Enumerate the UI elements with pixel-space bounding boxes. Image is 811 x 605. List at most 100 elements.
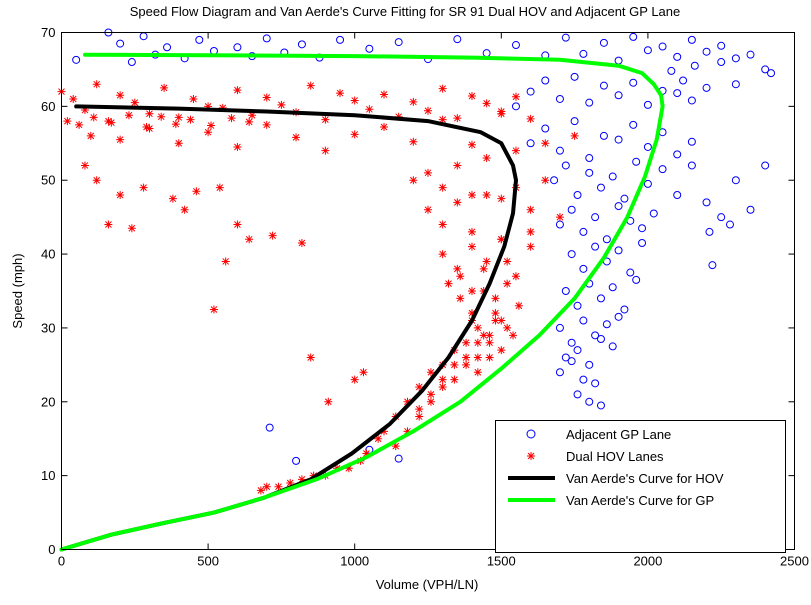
- data-point-dual-hov-lanes: [350, 375, 359, 384]
- data-point-dual-hov-lanes-glyph: [245, 117, 254, 126]
- data-point-dual-hov-lanes-glyph: [453, 264, 462, 273]
- data-point-adjacent-gp-lane: [705, 227, 714, 236]
- legend-label-dual-hov-lanes: Dual HOV Lanes: [566, 449, 664, 464]
- data-point-dual-hov-lanes-glyph: [509, 331, 518, 340]
- data-point-dual-hov-lanes-glyph: [69, 94, 78, 103]
- data-point-dual-hov-lanes-glyph: [160, 83, 169, 92]
- chart-legend: Adjacent GP Lane Dual HOV Lanes Van Aerde'…: [495, 420, 786, 553]
- data-point-adjacent-gp-lane: [667, 66, 676, 75]
- data-point-adjacent-gp-lane: [262, 34, 271, 43]
- data-point-adjacent-gp-lane: [629, 78, 638, 87]
- data-point-adjacent-gp-lane: [579, 316, 588, 325]
- data-point-dual-hov-lanes: [218, 103, 227, 112]
- data-point-dual-hov-lanes-glyph: [75, 120, 84, 129]
- data-point-dual-hov-lanes: [503, 257, 512, 266]
- data-point-dual-hov-lanes: [380, 90, 389, 99]
- legend-items: Adjacent GP Lane Dual HOV Lanes Van Aerde'…: [508, 427, 724, 508]
- data-point-adjacent-gp-lane: [614, 91, 623, 100]
- data-point-dual-hov-lanes-glyph: [207, 121, 216, 130]
- data-point-adjacent-gp-lane: [555, 94, 564, 103]
- data-point-dual-hov-lanes-glyph: [262, 120, 271, 129]
- data-point-adjacent-gp-lane: [591, 379, 600, 388]
- data-point-dual-hov-lanes: [336, 89, 345, 98]
- data-point-adjacent-gp-lane: [614, 202, 623, 211]
- data-point-adjacent-gp-lane: [453, 35, 462, 44]
- data-point-adjacent-gp-lane: [731, 176, 740, 185]
- data-point-dual-hov-lanes: [245, 235, 254, 244]
- data-point-dual-hov-lanes: [139, 183, 148, 192]
- data-point-dual-hov-lanes-glyph: [297, 475, 306, 484]
- data-point-dual-hov-lanes: [509, 331, 518, 340]
- x-axis-label: Volume (VPH/LN): [376, 577, 479, 592]
- data-point-adjacent-gp-lane: [163, 43, 172, 52]
- data-point-dual-hov-lanes-glyph: [438, 250, 447, 259]
- x-tick-label: 500: [197, 554, 219, 569]
- data-point-dual-hov-lanes: [344, 464, 353, 473]
- data-point-dual-hov-lanes-glyph: [362, 449, 371, 458]
- data-point-adjacent-gp-lane: [620, 194, 629, 203]
- data-point-dual-hov-lanes: [485, 353, 494, 362]
- data-point-dual-hov-lanes: [526, 205, 535, 214]
- data-point-dual-hov-lanes: [438, 375, 447, 384]
- data-point-dual-hov-lanes: [467, 140, 476, 149]
- data-point-adjacent-gp-lane: [614, 246, 623, 255]
- data-point-dual-hov-lanes: [80, 106, 89, 115]
- data-point-dual-hov-lanes-glyph: [233, 86, 242, 95]
- data-point-adjacent-gp-lane: [731, 54, 740, 63]
- data-point-dual-hov-lanes-glyph: [462, 353, 471, 362]
- data-point-dual-hov-lanes: [160, 83, 169, 92]
- data-point-dual-hov-lanes: [116, 91, 125, 100]
- data-point-adjacent-gp-lane: [585, 397, 594, 406]
- data-point-dual-hov-lanes-glyph: [526, 242, 535, 251]
- data-point-dual-hov-lanes: [424, 168, 432, 177]
- data-point-dual-hov-lanes-glyph: [473, 323, 482, 332]
- data-point-dual-hov-lanes: [350, 96, 359, 105]
- data-point-dual-hov-lanes-glyph: [514, 301, 523, 310]
- data-point-dual-hov-lanes-glyph: [227, 114, 236, 123]
- data-point-dual-hov-lanes-glyph: [497, 235, 506, 244]
- data-point-adjacent-gp-lane: [767, 69, 776, 78]
- data-point-dual-hov-lanes: [245, 117, 254, 126]
- data-point-adjacent-gp-lane: [629, 120, 638, 129]
- data-point-dual-hov-lanes-glyph: [485, 338, 494, 347]
- data-point-adjacent-gp-lane: [579, 264, 588, 273]
- data-point-dual-hov-lanes-glyph: [374, 434, 383, 443]
- data-point-dual-hov-lanes: [467, 287, 476, 295]
- data-point-dual-hov-lanes: [514, 301, 523, 310]
- data-point-adjacent-gp-lane: [555, 368, 564, 377]
- data-point-adjacent-gp-lane: [567, 250, 576, 259]
- data-point-dual-hov-lanes-glyph: [204, 102, 213, 111]
- data-point-dual-hov-lanes-glyph: [174, 113, 183, 122]
- data-point-adjacent-gp-lane: [608, 342, 617, 351]
- data-point-dual-hov-lanes: [485, 338, 494, 347]
- data-point-adjacent-gp-lane: [649, 209, 658, 218]
- data-point-dual-hov-lanes-glyph: [467, 309, 476, 318]
- data-point-dual-hov-lanes: [541, 176, 550, 185]
- data-point-dual-hov-lanes-glyph: [248, 111, 257, 120]
- data-point-dual-hov-lanes: [491, 294, 500, 303]
- legend-label-van-aerde-s-curve-for-gp: Van Aerde's Curve for GP: [566, 493, 714, 508]
- data-point-dual-hov-lanes: [426, 397, 435, 406]
- data-point-dual-hov-lanes-glyph: [186, 115, 195, 124]
- x-tick-label: 2500: [780, 554, 809, 569]
- data-point-dual-hov-lanes-glyph: [350, 96, 359, 105]
- data-point-adjacent-gp-lane: [643, 179, 652, 188]
- data-point-adjacent-gp-lane: [561, 353, 570, 362]
- x-tick-label: 1500: [487, 554, 516, 569]
- data-point-dual-hov-lanes: [462, 338, 471, 347]
- data-point-dual-hov-lanes: [297, 475, 306, 484]
- data-point-dual-hov-lanes: [256, 486, 265, 495]
- data-point-dual-hov-lanes: [511, 146, 520, 155]
- data-point-adjacent-gp-lane: [336, 35, 345, 44]
- data-point-adjacent-gp-lane: [643, 142, 652, 151]
- data-point-dual-hov-lanes-glyph: [444, 279, 453, 288]
- data-point-dual-hov-lanes-glyph: [277, 100, 286, 109]
- data-point-dual-hov-lanes-glyph: [479, 264, 488, 273]
- data-point-adjacent-gp-lane: [579, 49, 588, 58]
- data-point-dual-hov-lanes-glyph: [526, 205, 535, 214]
- data-point-dual-hov-lanes: [186, 115, 195, 124]
- data-point-adjacent-gp-lane: [638, 224, 647, 233]
- data-point-dual-hov-lanes-glyph: [450, 375, 459, 384]
- data-point-adjacent-gp-lane: [702, 198, 711, 207]
